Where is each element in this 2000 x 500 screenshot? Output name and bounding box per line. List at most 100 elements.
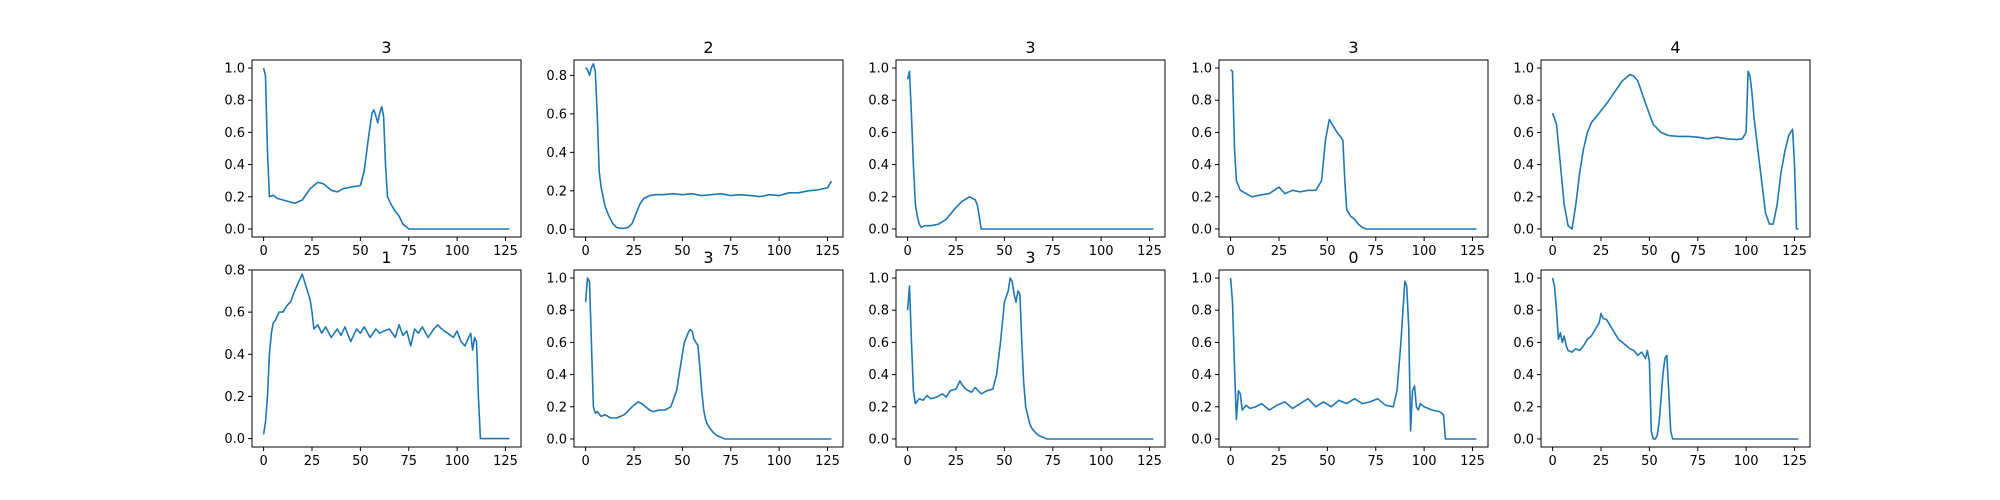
y-tick-label: 0.0 [1191, 222, 1212, 237]
y-tick-label: 0.6 [1191, 336, 1212, 351]
x-tick-label: 25 [1271, 454, 1288, 469]
x-tick-label: 75 [1044, 244, 1061, 259]
x-tick-label: 100 [767, 454, 792, 469]
chart-title: 3 [703, 248, 713, 267]
y-tick-label: 0.8 [868, 304, 889, 319]
y-tick-label: 0.4 [868, 158, 889, 173]
series-line [1551, 70, 1799, 230]
y-tick-label: 0.2 [868, 400, 889, 415]
x-tick-label: 25 [626, 454, 643, 469]
x-tick-label: 100 [445, 244, 470, 259]
y-tick-label: 0.6 [868, 336, 889, 351]
x-tick-label: 0 [259, 454, 267, 469]
y-tick-label: 1.0 [1191, 272, 1212, 287]
y-tick-label: 0.0 [868, 222, 889, 237]
chart-panel: 3 0 25 50 75 100 125 0.0 0.2 0.4 0.6 0.8 1.0 [224, 38, 522, 259]
x-tick-label: 0 [581, 244, 589, 259]
y-tick-label: 0.8 [1513, 94, 1534, 109]
y-tick-label: 0.0 [224, 222, 245, 237]
y-tick-label: 0.6 [1513, 126, 1534, 141]
x-tick-label: 125 [1460, 244, 1485, 259]
y-tick-label: 1.0 [868, 272, 889, 287]
chart-title: 2 [703, 38, 713, 57]
chart-panel: 2 0 25 50 75 100 125 0.0 0.2 0.4 0.6 0.8 [546, 38, 844, 259]
y-tick-label: 0.4 [1191, 158, 1212, 173]
x-tick-label: 100 [1412, 454, 1437, 469]
y-tick-label: 0.4 [546, 368, 567, 383]
x-tick-label: 50 [996, 454, 1013, 469]
axes-frame [573, 269, 844, 448]
y-tick-label: 0.2 [868, 190, 889, 205]
series-line [1229, 277, 1477, 440]
y-tick-label: 0.8 [546, 304, 567, 319]
y-tick-label: 0.6 [868, 126, 889, 141]
y-tick-label: 0.8 [224, 264, 245, 279]
y-tick-label: 1.0 [1513, 272, 1534, 287]
y-tick-label: 1.0 [1191, 62, 1212, 77]
y-tick-label: 0.4 [546, 146, 567, 161]
x-tick-label: 0 [1226, 454, 1234, 469]
y-tick-label: 0.6 [224, 126, 245, 141]
y-tick-label: 0.2 [1513, 400, 1534, 415]
y-tick-label: 0.6 [546, 336, 567, 351]
x-tick-label: 125 [1782, 454, 1807, 469]
axes-frame [573, 59, 844, 238]
x-tick-label: 0 [903, 244, 911, 259]
chart-panel: 0 0 25 50 75 100 125 0.0 0.2 0.4 0.6 0.8 1.0 [1191, 248, 1489, 469]
y-tick-label: 0.6 [1513, 336, 1534, 351]
chart-panel: 3 0 25 50 75 100 125 0.0 0.2 0.4 0.6 0.8 1.0 [546, 248, 844, 469]
axes-frame [1218, 59, 1489, 238]
x-tick-label: 25 [1593, 454, 1610, 469]
y-tick-label: 1.0 [546, 272, 567, 287]
x-tick-label: 100 [1089, 244, 1114, 259]
x-tick-label: 0 [1548, 244, 1556, 259]
x-tick-label: 100 [767, 244, 792, 259]
y-tick-label: 1.0 [224, 62, 245, 77]
x-tick-label: 125 [815, 244, 840, 259]
axes-frame [895, 59, 1166, 238]
x-tick-label: 25 [948, 454, 965, 469]
x-tick-label: 75 [400, 244, 417, 259]
y-tick-label: 0.2 [546, 400, 567, 415]
y-tick-label: 0.4 [1513, 158, 1534, 173]
y-tick-label: 0.8 [1513, 304, 1534, 319]
chart-title: 1 [381, 248, 391, 267]
y-tick-label: 0.8 [1191, 304, 1212, 319]
chart-title: 4 [1670, 38, 1680, 57]
axes-frame [251, 59, 522, 238]
chart-panel: 3 0 25 50 75 100 125 0.0 0.2 0.4 0.6 0.8 1.0 [868, 248, 1166, 469]
axes-frame [1540, 59, 1811, 238]
x-tick-label: 125 [1137, 454, 1162, 469]
x-tick-label: 50 [1319, 454, 1336, 469]
x-tick-label: 75 [1367, 244, 1384, 259]
series-line [906, 70, 1154, 230]
y-tick-label: 0.0 [868, 432, 889, 447]
chart-title: 3 [1348, 38, 1358, 57]
y-tick-label: 1.0 [868, 62, 889, 77]
chart-title: 3 [381, 38, 391, 57]
x-tick-label: 0 [903, 454, 911, 469]
y-tick-label: 0.8 [546, 69, 567, 84]
x-tick-label: 75 [1367, 454, 1384, 469]
y-tick-label: 0.2 [224, 390, 245, 405]
x-tick-label: 0 [1548, 454, 1556, 469]
x-tick-label: 50 [996, 244, 1013, 259]
x-tick-label: 100 [445, 454, 470, 469]
y-tick-label: 0.4 [1513, 368, 1534, 383]
chart-title: 3 [1025, 38, 1035, 57]
x-tick-label: 50 [674, 454, 691, 469]
series-line [1551, 277, 1799, 440]
x-tick-label: 50 [1641, 454, 1658, 469]
y-tick-label: 0.0 [1191, 432, 1212, 447]
y-tick-label: 0.0 [546, 432, 567, 447]
series-line [584, 277, 832, 440]
chart-panel: 3 0 25 50 75 100 125 0.0 0.2 0.4 0.6 0.8 1.0 [868, 38, 1166, 259]
y-tick-label: 0.0 [1513, 432, 1534, 447]
x-tick-label: 75 [1689, 454, 1706, 469]
chart-panel: 0 0 25 50 75 100 125 0.0 0.2 0.4 0.6 0.8 1.0 [1513, 248, 1811, 469]
y-tick-label: 0.4 [224, 158, 245, 173]
x-tick-label: 75 [400, 454, 417, 469]
x-tick-label: 75 [722, 244, 739, 259]
chart-title: 3 [1025, 248, 1035, 267]
